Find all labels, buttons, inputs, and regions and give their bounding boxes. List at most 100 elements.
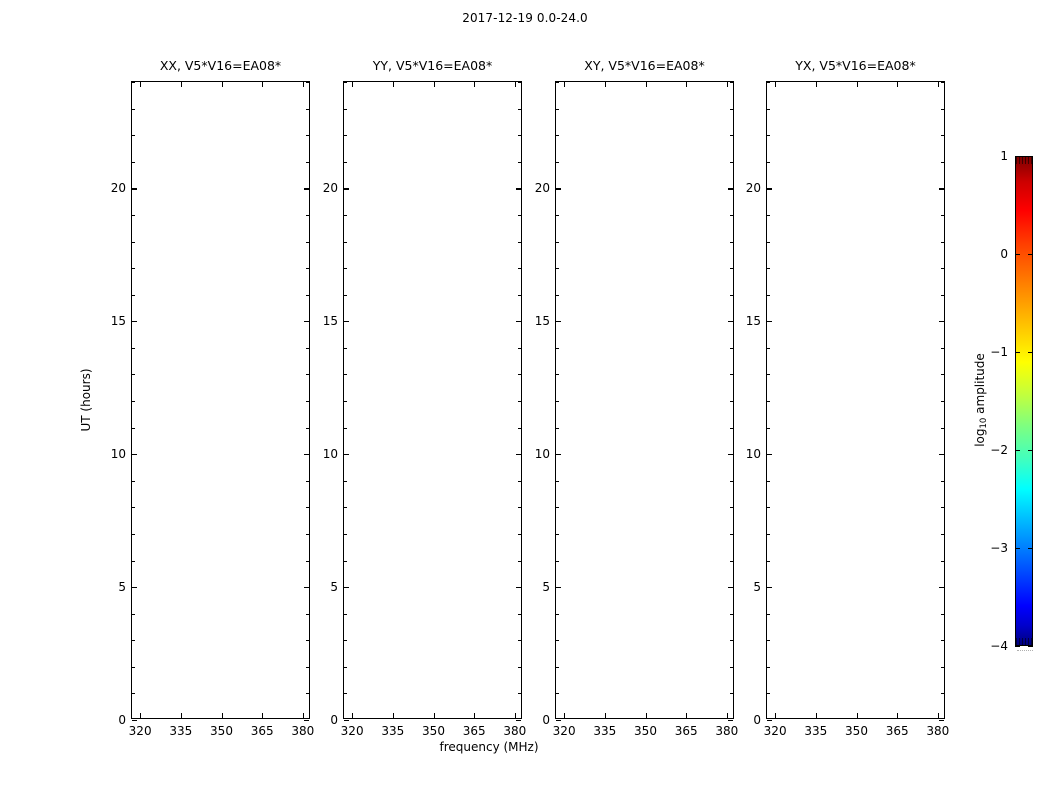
y-minor-tick-yx xyxy=(767,693,770,695)
y-minor-tick-yx xyxy=(767,427,770,429)
y-tick-label-xx: 0 xyxy=(118,713,126,727)
y-minor-tick-xy xyxy=(730,693,733,695)
colorbar-tick-right xyxy=(1028,548,1033,550)
y-minor-tick-xx xyxy=(306,135,309,137)
y-tick-right-xx xyxy=(304,454,309,456)
x-tick-label-yy: 380 xyxy=(503,724,527,738)
y-minor-tick-yy xyxy=(344,135,347,137)
x-tick-top-xx xyxy=(140,82,142,87)
y-minor-tick-yy xyxy=(518,161,521,163)
y-minor-tick-xx xyxy=(132,214,135,216)
y-minor-tick-xy xyxy=(730,108,733,110)
plot-panel-yx[interactable]: YX, V5*V16=EA08* 0 5 10 15 20 320 335 350 365 380 xyxy=(746,58,950,738)
y-minor-tick-yx xyxy=(941,693,944,695)
y-minor-tick-xx xyxy=(306,161,309,163)
x-tick-yx xyxy=(937,713,940,718)
y-minor-tick-xy xyxy=(730,427,733,429)
x-tick-yx xyxy=(815,713,817,718)
x-tick-yy xyxy=(474,713,476,718)
y-minor-tick-xx xyxy=(306,613,309,615)
y-minor-tick-yy xyxy=(344,268,347,270)
plot-panel-xy[interactable]: XY, V5*V16=EA08* 0 5 10 15 20 320 335 350 365 380 xyxy=(535,58,739,738)
y-minor-tick-yy xyxy=(344,294,347,296)
y-tick-label-xx: 10 xyxy=(110,447,126,462)
y-tick-label-yx: 10 xyxy=(745,447,761,462)
x-tick-label-yx: 380 xyxy=(926,724,950,738)
panel-title-xy: XY, V5*V16=EA08* xyxy=(584,58,705,73)
x-tick-top-yx xyxy=(815,82,817,87)
y-minor-tick-yx xyxy=(767,401,770,402)
x-tick-label-xx: 350 xyxy=(210,724,233,738)
x-tick-xy xyxy=(604,713,606,718)
colorbar-tick-right xyxy=(1028,450,1033,452)
y-tick-right-yx xyxy=(939,720,944,722)
y-minor-tick-yy xyxy=(344,347,347,349)
y-minor-tick-yx xyxy=(767,268,770,270)
y-minor-tick-yx xyxy=(767,640,770,642)
y-minor-tick-yx xyxy=(941,82,944,83)
y-tick-right-xy xyxy=(728,188,733,190)
y-minor-tick-xx xyxy=(306,374,309,376)
y-minor-tick-yx xyxy=(941,427,944,429)
x-tick-label-yx: 365 xyxy=(885,724,909,738)
y-tick-right-yy xyxy=(516,454,521,456)
y-minor-tick-yx xyxy=(767,241,770,243)
y-minor-tick-xy xyxy=(556,666,559,668)
y-minor-tick-xx xyxy=(132,241,135,243)
colorbar-tick-right xyxy=(1028,254,1033,256)
y-minor-tick-xx xyxy=(306,560,309,562)
colorbar[interactable]: −4 −3 −2 −1 0 1 xyxy=(990,149,1033,653)
panel-title-yx: YX, V5*V16=EA08* xyxy=(795,58,916,73)
y-minor-tick-yy xyxy=(518,560,521,562)
y-minor-tick-xy xyxy=(730,401,733,402)
x-tick-yx xyxy=(897,713,899,718)
y-tick-right-xx xyxy=(304,321,309,323)
x-tick-top-yy xyxy=(352,82,354,87)
x-tick-top-xy xyxy=(564,82,566,87)
x-tick-yy xyxy=(433,713,435,718)
x-tick-xy xyxy=(686,713,688,718)
y-tick-label-xx: 5 xyxy=(118,580,126,595)
colorbar-tick-label: −4 xyxy=(990,639,1008,653)
plot-panel-yy[interactable]: YY, V5*V16=EA08* 0 5 10 15 20 320 335 350 365 380 xyxy=(323,58,527,738)
y-minor-tick-xy xyxy=(556,374,559,376)
plot-panel-xx[interactable]: XX, V5*V16=EA08* 0 5 10 15 20 320 335 350 365 380 xyxy=(111,58,315,738)
y-minor-tick-xy xyxy=(556,268,559,270)
y-minor-tick-xx xyxy=(132,666,135,668)
y-minor-tick-xy xyxy=(556,82,559,83)
y-minor-tick-yy xyxy=(344,480,347,482)
y-tick-right-xx xyxy=(304,720,309,722)
colorbar-tick-label: −1 xyxy=(990,345,1008,359)
x-tick-top-yy xyxy=(433,82,435,87)
y-tick-right-yy xyxy=(516,720,521,722)
y-minor-tick-xy xyxy=(556,480,559,482)
colorbar-tick xyxy=(1015,254,1020,256)
y-minor-tick-xx xyxy=(306,268,309,270)
x-tick-xx xyxy=(140,713,142,718)
x-tick-top-xx xyxy=(180,82,182,87)
y-minor-tick-xx xyxy=(132,640,135,642)
y-minor-tick-yx xyxy=(941,507,944,509)
y-tick-right-yx xyxy=(939,188,944,190)
y-minor-tick-yy xyxy=(344,82,347,83)
y-tick-xy xyxy=(556,454,561,456)
y-minor-tick-xx xyxy=(306,214,309,216)
y-minor-tick-yy xyxy=(518,533,521,535)
y-tick-label-yx: 15 xyxy=(745,314,761,329)
x-tick-top-yy xyxy=(392,82,394,87)
y-minor-tick-xy xyxy=(730,640,733,642)
y-minor-tick-xx xyxy=(132,480,135,482)
x-tick-label-xx: 320 xyxy=(128,724,152,738)
y-minor-tick-yx xyxy=(941,268,944,270)
colorbar-tick xyxy=(1015,646,1020,648)
x-tick-top-xy xyxy=(686,82,688,87)
x-tick-label-yx: 320 xyxy=(763,724,787,738)
y-minor-tick-yx xyxy=(941,666,944,668)
y-minor-tick-xy xyxy=(730,347,733,349)
x-tick-yx xyxy=(856,713,858,718)
y-minor-tick-yx xyxy=(941,294,944,296)
y-tick-right-yy xyxy=(516,321,521,323)
y-minor-tick-xx xyxy=(306,108,309,110)
y-tick-label-yy: 10 xyxy=(322,447,338,462)
y-minor-tick-yy xyxy=(518,374,521,376)
